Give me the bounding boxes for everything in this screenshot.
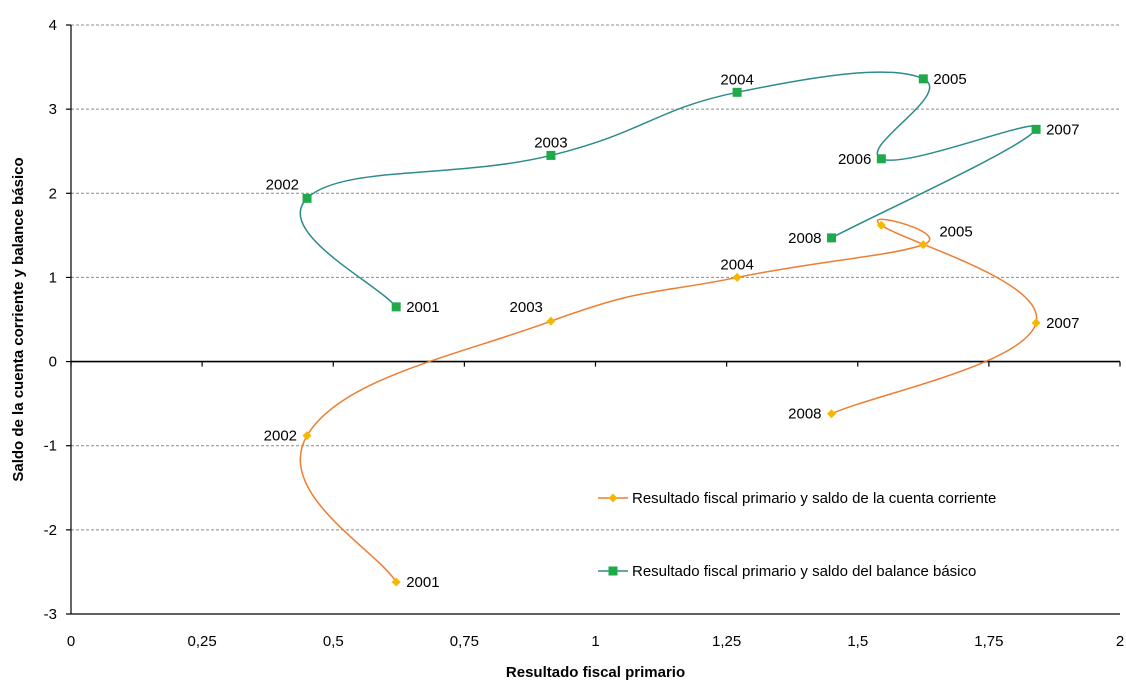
series-line-2 <box>299 71 1038 308</box>
point-label: 2008 <box>788 230 821 247</box>
x-tick-label: 0 <box>67 633 75 650</box>
point-label: 2002 <box>266 176 299 193</box>
x-tick-label: 0,75 <box>450 633 479 650</box>
point-label: 2003 <box>510 299 543 316</box>
point-label: 2007 <box>1046 121 1079 138</box>
y-tick-label: 3 <box>49 101 57 118</box>
data-point <box>732 87 742 97</box>
axes: -3 -2 -1 0 1 2 3 4 0 0,25 0,5 0,75 1 1,25 1,5 1,75 2 <box>44 17 1125 650</box>
series: 2001 2002 2003 2004 2005 2007 2008 2001 2002 2003… <box>264 71 1080 591</box>
data-point <box>1031 124 1041 134</box>
series-group-2: 2001 2002 2003 2004 2005 2006 2007 2008 <box>266 71 1080 316</box>
data-point <box>876 220 886 230</box>
y-tick-label: 4 <box>49 17 57 34</box>
point-label: 2007 <box>1046 315 1079 332</box>
y-tick-label: -1 <box>44 438 57 455</box>
x-tick-label: 1,25 <box>712 633 741 650</box>
y-tick-label: 2 <box>49 185 57 202</box>
series-group-1: 2001 2002 2003 2004 2005 2007 2008 <box>264 218 1079 591</box>
data-point <box>827 233 837 243</box>
point-label: 2005 <box>939 224 972 241</box>
point-label: 2006 <box>838 151 871 168</box>
data-point <box>1031 318 1041 328</box>
legend-marker <box>608 493 618 503</box>
point-label: 2005 <box>933 71 966 88</box>
data-point <box>302 431 312 441</box>
data-point <box>918 240 928 250</box>
data-point <box>546 150 556 160</box>
point-label: 2002 <box>264 428 297 445</box>
series-line-1 <box>299 218 1038 583</box>
y-tick-label: -3 <box>44 606 57 623</box>
point-label: 2001 <box>406 299 439 316</box>
data-point <box>546 316 556 326</box>
legend-marker <box>608 566 618 576</box>
data-point <box>391 302 401 312</box>
point-label: 2008 <box>788 406 821 423</box>
y-tick-label: 1 <box>49 269 57 286</box>
x-tick-label: 1 <box>591 633 599 650</box>
y-tick-label: -2 <box>44 522 57 539</box>
legend: Resultado fiscal primario y saldo de la … <box>598 490 996 580</box>
x-axis-title: Resultado fiscal primario <box>506 664 685 681</box>
point-label: 2003 <box>534 134 567 151</box>
x-tick-label: 1,5 <box>847 633 868 650</box>
point-label: 2001 <box>406 574 439 591</box>
x-tick-label: 2 <box>1116 633 1124 650</box>
y-axis-title: Saldo de la cuenta corriente y balance b… <box>10 157 27 481</box>
data-point <box>732 272 742 282</box>
data-point <box>827 409 837 419</box>
x-tick-label: 0,5 <box>323 633 344 650</box>
data-point <box>918 74 928 84</box>
x-tick-label: 0,25 <box>188 633 217 650</box>
x-tick-label: 1,75 <box>974 633 1003 650</box>
point-label: 2004 <box>720 71 753 88</box>
legend-label: Resultado fiscal primario y saldo del ba… <box>632 563 976 580</box>
point-label: 2004 <box>720 256 753 273</box>
data-point <box>302 193 312 203</box>
legend-label: Resultado fiscal primario y saldo de la … <box>632 490 996 507</box>
data-point <box>391 577 401 587</box>
data-point <box>876 154 886 164</box>
y-tick-label: 0 <box>49 354 57 371</box>
grid-lines <box>71 24 1120 615</box>
